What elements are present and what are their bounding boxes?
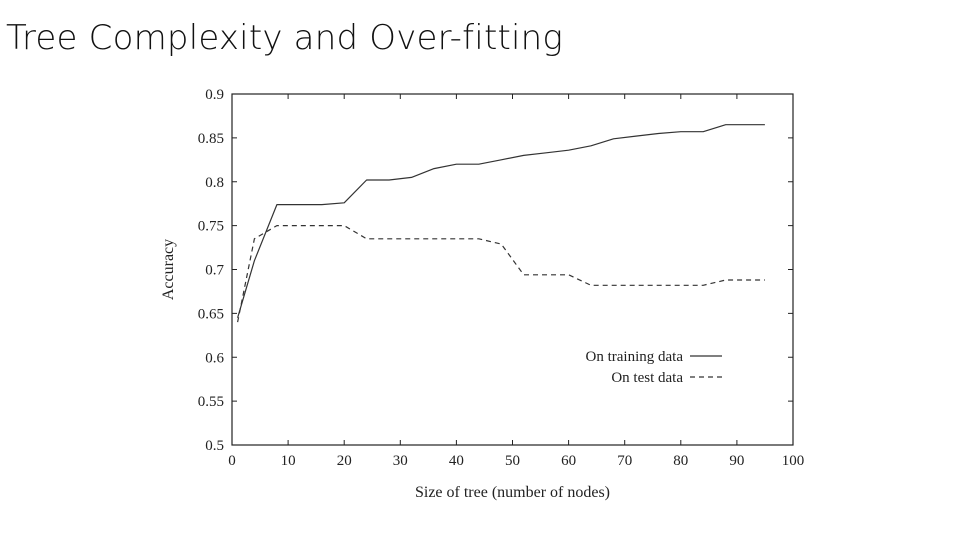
y-tick-label: 0.55	[198, 394, 224, 410]
y-axis-title: Accuracy	[160, 239, 177, 300]
y-tick-label: 0.85	[198, 131, 224, 147]
x-tick-label: 60	[561, 453, 576, 469]
x-axis-title: Size of tree (number of nodes)	[415, 484, 610, 501]
x-tick-label: 10	[281, 453, 296, 469]
x-tick-label: 40	[449, 453, 464, 469]
plot-frame	[231, 93, 794, 446]
x-tick-label: 0	[228, 453, 236, 469]
x-tick-label: 100	[782, 453, 805, 469]
x-tick-label: 70	[617, 453, 632, 469]
legend: On training data On test data	[586, 349, 722, 386]
y-tick-label: 0.5	[205, 438, 224, 454]
y-tick-label: 0.65	[198, 306, 224, 322]
series-line-training-data	[237, 124, 765, 318]
slide-title: Tree Complexity and Over-fitting	[6, 18, 564, 58]
x-tick-label: 20	[337, 453, 352, 469]
x-tick-label: 50	[505, 453, 520, 469]
y-tick-label: 0.6	[205, 350, 224, 366]
y-tick-label: 0.8	[205, 175, 224, 191]
series-line-test-data	[237, 225, 765, 323]
axes: 0 10 20 30 40 50 60 70 80 90 100 0.5 0.55 0.6 0.65 0.7 0…	[160, 87, 804, 501]
plot-area	[231, 93, 794, 446]
y-tick-label: 0.75	[198, 219, 224, 235]
x-tick-label: 80	[673, 453, 688, 469]
x-tick-label: 90	[729, 453, 744, 469]
y-tick-label: 0.7	[205, 263, 224, 279]
y-tick-label: 0.9	[205, 87, 224, 103]
legend-label: On test data	[611, 370, 683, 386]
series-layer	[237, 124, 765, 323]
legend-label: On training data	[586, 349, 684, 365]
x-tick-label: 30	[393, 453, 408, 469]
